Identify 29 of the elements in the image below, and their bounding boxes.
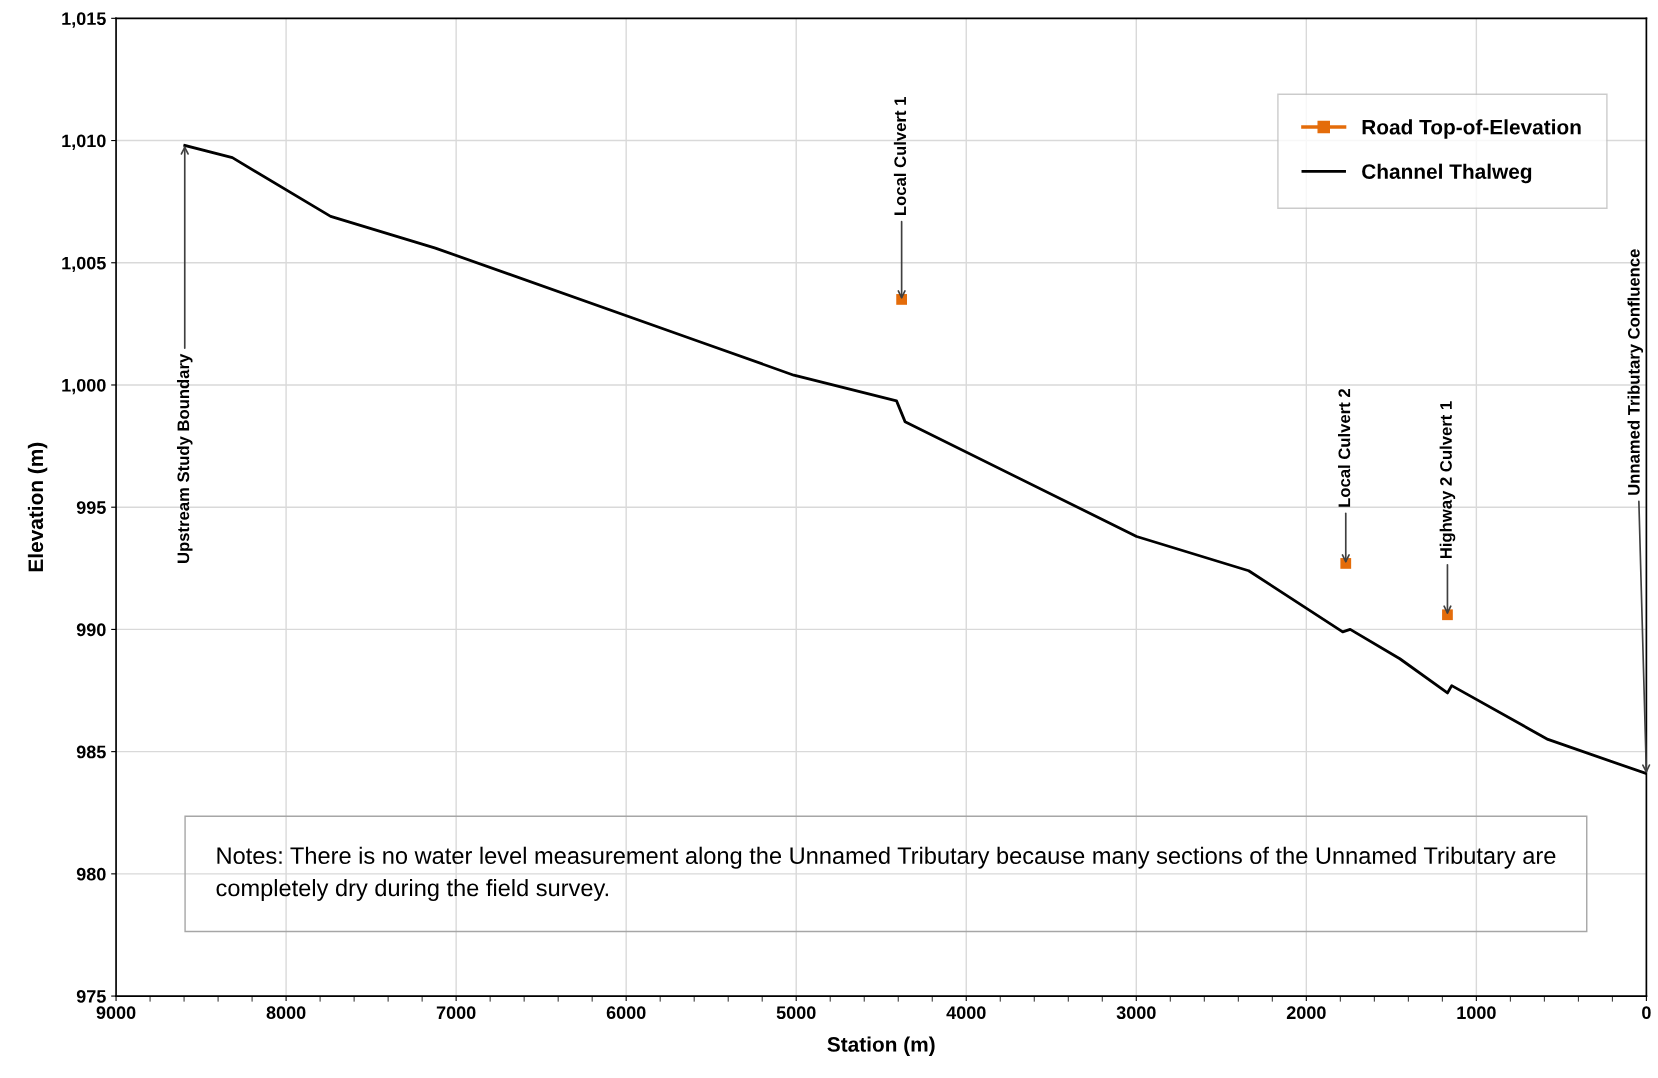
y-tick-label: 975 bbox=[76, 990, 106, 1003]
x-tick-label: 4000 bbox=[946, 1006, 986, 1020]
y-tick-label: 1,000 bbox=[62, 378, 106, 395]
x-tick-label: 3000 bbox=[1116, 1006, 1156, 1020]
annotation: Unnamed Tributary Confluence bbox=[1627, 249, 1644, 495]
y-tick-label: 1,015 bbox=[62, 12, 106, 28]
annotation: Local Culvert 1 bbox=[893, 97, 907, 215]
x-tick-label: 0 bbox=[1642, 1006, 1651, 1020]
y-tick-label: 980 bbox=[76, 867, 106, 881]
y-tick-label: 985 bbox=[76, 745, 106, 759]
y-tick-label: 1,005 bbox=[62, 256, 106, 273]
y-tick-label: 1,010 bbox=[62, 134, 106, 150]
x-tick-label: 7000 bbox=[436, 1006, 476, 1020]
x-tick-label: 6000 bbox=[606, 1006, 646, 1020]
y-tick-label: 990 bbox=[76, 623, 106, 637]
annotation: Notes: There is no water level measurement along the Unnamed Tributary because many sections of the Unnamed Tributary are completely dry during the field survey. bbox=[216, 846, 1556, 901]
annotation: Upstream Study Boundary bbox=[176, 353, 193, 563]
annotation: Highway 2 Culvert 1 bbox=[1439, 401, 1456, 559]
y-tick-label: 995 bbox=[76, 501, 106, 514]
x-axis-title: Station (m) bbox=[827, 1036, 935, 1056]
x-tick-label: 1000 bbox=[1457, 1006, 1496, 1020]
legend-label: Road Top-of-Elevation bbox=[1362, 119, 1581, 139]
x-tick-label: 9000 bbox=[96, 1006, 136, 1020]
x-tick-label: 5000 bbox=[776, 1006, 816, 1020]
annotation: Local Culvert 2 bbox=[1338, 389, 1351, 507]
x-tick-label: 2000 bbox=[1286, 1006, 1326, 1020]
x-tick-label: 8000 bbox=[266, 1006, 306, 1020]
y-axis-title: Elevation (m) bbox=[27, 442, 48, 572]
legend-label: Channel Thalweg bbox=[1362, 163, 1532, 184]
